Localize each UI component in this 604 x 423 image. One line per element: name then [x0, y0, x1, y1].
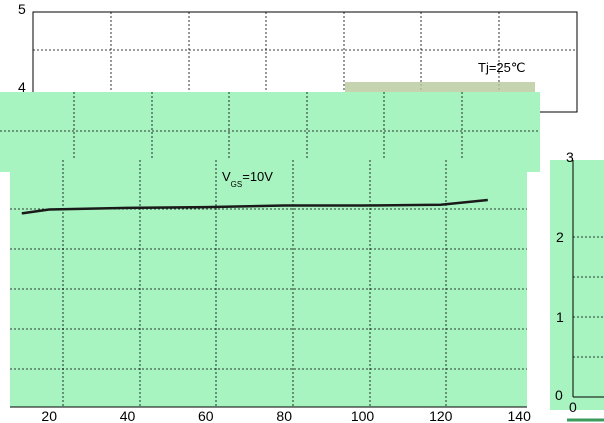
x-tick-label: 140 — [508, 408, 532, 423]
right-y-tick-label: 2 — [556, 229, 564, 245]
background-y-tick-label: 5 — [18, 1, 26, 17]
foreground-panel-top — [0, 92, 540, 172]
x-tick-label: 60 — [198, 408, 214, 423]
right-y-tick-label: 1 — [556, 309, 564, 325]
foreground-plot-area — [10, 160, 527, 407]
vgs-annotation-rest: =10V — [242, 169, 273, 184]
foreground-panel-top-grid — [0, 92, 540, 172]
x-tick-layer: 20 40 60 80 100 120 140 — [41, 408, 531, 423]
foreground-grid — [10, 160, 527, 407]
vgs-annotation-main: V — [222, 169, 231, 184]
series-line — [21, 198, 488, 215]
x-tick-label: 40 — [120, 408, 136, 423]
noise-strip — [345, 82, 535, 92]
right-panel-grid — [573, 236, 604, 358]
right-y-tick-label: 3 — [566, 149, 574, 165]
x-tick-label: 100 — [351, 408, 375, 423]
vgs-annotation: VGS=10V — [222, 169, 273, 189]
x-tick-label: 20 — [41, 408, 57, 423]
x-tick-label: 80 — [276, 408, 292, 423]
background-grid — [33, 12, 577, 92]
series-layer — [21, 198, 488, 215]
x-tick-label: 120 — [429, 408, 453, 423]
right-y-tick-label: 0 — [555, 387, 563, 403]
vgs-annotation-subscript: GS — [231, 180, 243, 189]
right-x-tick-label: 0 — [569, 399, 577, 415]
right-panel — [550, 160, 604, 410]
temperature-annotation: Tj=25℃ — [478, 60, 525, 75]
background-y-tick-label: 4 — [18, 79, 26, 95]
